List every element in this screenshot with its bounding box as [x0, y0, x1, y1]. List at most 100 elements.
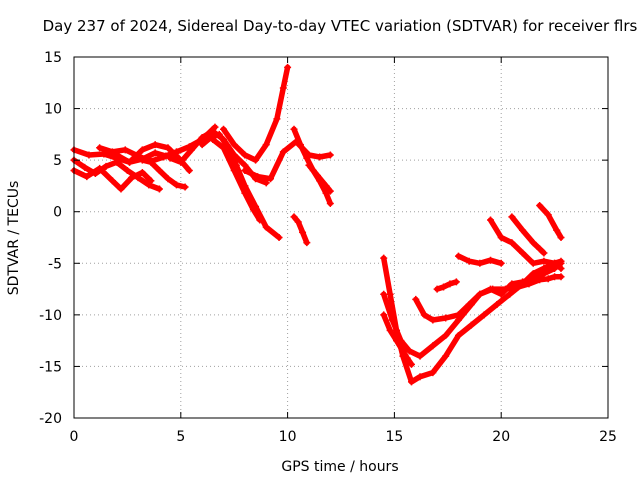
- data-point: [126, 158, 134, 166]
- y-tick-label: 15: [44, 50, 62, 66]
- data-point: [113, 158, 121, 166]
- data-point: [544, 211, 552, 219]
- data-point: [557, 273, 565, 281]
- data-point: [166, 154, 174, 162]
- series-track: [290, 213, 311, 247]
- data-point: [303, 239, 311, 247]
- data-point: [155, 185, 163, 193]
- series-line: [220, 64, 291, 163]
- data-point: [322, 189, 330, 197]
- data-point: [487, 216, 495, 224]
- x-tick-label: 0: [70, 429, 79, 445]
- x-axis-label: GPS time / hours: [281, 459, 398, 475]
- data-point: [540, 270, 548, 278]
- data-point: [314, 172, 322, 180]
- data-point: [433, 285, 441, 293]
- data-point: [177, 158, 185, 166]
- data-point: [147, 158, 155, 166]
- data-point: [138, 146, 146, 154]
- data-point: [198, 133, 206, 141]
- data-point: [429, 369, 437, 377]
- series-track: [536, 202, 565, 241]
- data-point: [273, 115, 281, 123]
- data-point: [429, 316, 437, 324]
- data-point: [540, 249, 548, 257]
- data-point: [508, 213, 516, 221]
- x-tick-label: 5: [176, 429, 185, 445]
- data-point: [230, 166, 238, 174]
- x-tick-label: 25: [599, 429, 617, 445]
- data-point: [452, 278, 460, 286]
- y-tick-label: -15: [39, 359, 62, 375]
- data-point: [506, 290, 514, 298]
- data-point: [440, 283, 448, 291]
- data-point: [102, 162, 110, 170]
- data-point: [529, 259, 537, 267]
- data-point: [380, 254, 388, 262]
- data-point: [81, 163, 89, 171]
- data-point: [407, 378, 415, 386]
- data-point: [476, 259, 484, 267]
- data-point: [497, 290, 505, 298]
- data-point: [429, 342, 437, 350]
- data-point: [519, 226, 527, 234]
- data-point: [117, 185, 125, 193]
- data-point: [497, 259, 505, 267]
- data-point: [393, 337, 401, 345]
- data-point: [220, 125, 228, 133]
- data-point: [420, 311, 428, 319]
- data-point: [198, 141, 206, 149]
- data-point: [145, 181, 153, 189]
- series-line: [210, 136, 263, 223]
- data-point: [536, 245, 544, 253]
- data-point: [529, 239, 537, 247]
- data-point: [138, 169, 146, 177]
- data-point: [416, 373, 424, 381]
- data-point: [405, 347, 413, 355]
- data-point: [525, 280, 533, 288]
- data-point: [380, 311, 388, 319]
- series-track: [508, 213, 548, 257]
- data-point: [91, 170, 99, 178]
- data-series: [70, 63, 565, 386]
- series-track: [412, 273, 565, 324]
- series-track: [487, 216, 565, 272]
- y-tick-label: -5: [48, 256, 62, 272]
- data-point: [454, 311, 462, 319]
- data-point: [544, 275, 552, 283]
- data-point: [241, 189, 249, 197]
- data-point: [138, 156, 146, 164]
- data-point: [388, 316, 396, 324]
- data-point: [209, 136, 217, 144]
- y-tick-label: -20: [39, 411, 62, 427]
- data-point: [151, 149, 159, 157]
- data-point: [211, 123, 219, 131]
- data-point: [326, 187, 334, 195]
- data-point: [322, 182, 330, 190]
- series-track: [380, 259, 565, 360]
- data-point: [241, 151, 249, 159]
- data-point: [262, 141, 270, 149]
- data-point: [185, 166, 193, 174]
- data-point: [489, 285, 497, 293]
- series-line: [306, 162, 334, 194]
- y-axis-label: SDTVAR / TECUs: [6, 181, 22, 296]
- data-point: [412, 295, 420, 303]
- data-point: [403, 354, 411, 362]
- data-point: [108, 148, 116, 156]
- data-point: [326, 199, 334, 207]
- plot-frame: [73, 56, 609, 419]
- data-point: [256, 216, 264, 224]
- data-point: [540, 257, 548, 265]
- series-track: [220, 63, 292, 164]
- data-point: [399, 347, 407, 355]
- data-point: [303, 154, 311, 162]
- data-point: [536, 276, 544, 284]
- data-point: [275, 234, 283, 241]
- data-point: [187, 146, 195, 154]
- series-track: [241, 138, 334, 183]
- data-point: [121, 146, 129, 154]
- data-point: [386, 290, 394, 298]
- data-point: [557, 264, 565, 272]
